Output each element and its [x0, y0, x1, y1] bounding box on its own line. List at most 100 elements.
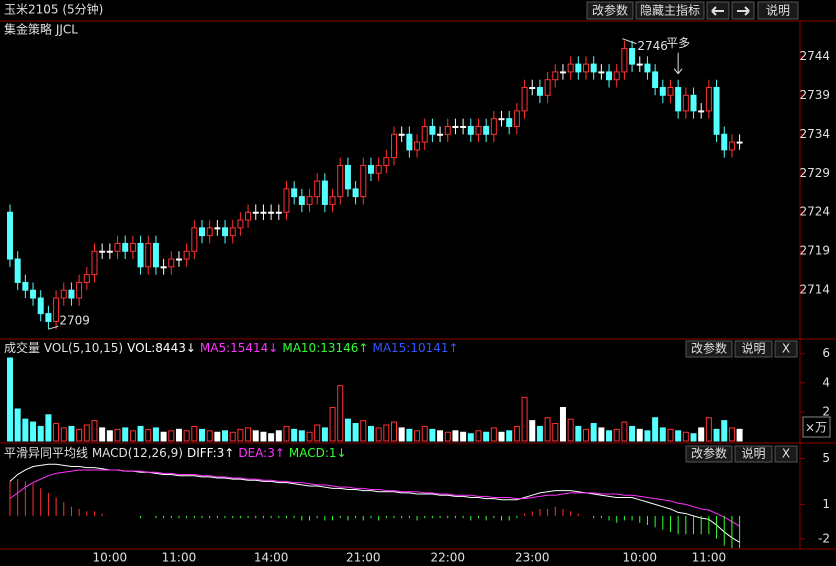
button-label[interactable]: 说明	[741, 341, 765, 356]
candle-body	[483, 125, 490, 135]
volume-bar	[191, 425, 198, 442]
candle-body	[22, 281, 29, 291]
candle-body	[705, 86, 712, 112]
button[interactable]: 说明	[757, 1, 799, 20]
volume-bar	[444, 431, 451, 442]
volume-bar	[222, 430, 229, 442]
volume-bar	[590, 423, 597, 442]
candle-body	[544, 79, 551, 96]
volume-bar	[583, 428, 589, 442]
volume-bar	[206, 430, 213, 442]
candle-body	[314, 180, 321, 198]
volume-bar	[513, 425, 520, 442]
button-label[interactable]: 改参数	[592, 3, 628, 18]
button[interactable]: X	[774, 340, 798, 358]
volume-bar	[698, 427, 705, 442]
candle-body	[728, 141, 735, 151]
volume-bar	[99, 427, 106, 442]
candle-body	[398, 133, 405, 136]
button-label[interactable]: X	[782, 342, 790, 356]
volume-bar	[452, 430, 459, 442]
indicator-title: 集金策略 JJCL	[4, 22, 78, 37]
volume-bar	[306, 431, 313, 442]
volume-bar	[460, 431, 467, 442]
candle-body	[437, 133, 444, 136]
button-label[interactable]: 改参数	[691, 446, 727, 461]
volume-bar	[37, 425, 44, 442]
button[interactable]: 改参数	[586, 1, 634, 20]
candle-body	[344, 164, 351, 190]
legend-entry: DIFF:3↑	[187, 446, 234, 460]
volume-bar	[160, 431, 167, 442]
button-label[interactable]: 说明	[741, 446, 765, 461]
candle-body	[306, 196, 313, 205]
candle-body	[367, 164, 374, 174]
volume-bar	[168, 430, 175, 442]
button-label[interactable]: 改参数	[691, 341, 727, 356]
legend: 平滑异同平均线 MACD(12,26,9) DIFF:3↑ DEA:3↑ MACD:1…	[4, 446, 347, 460]
button-label[interactable]: 隐藏主指标	[640, 3, 700, 18]
candle-body	[652, 71, 659, 88]
candle-body	[613, 71, 620, 81]
volume-bar	[83, 424, 90, 442]
candle-body	[145, 242, 152, 268]
y-tick-label: 2744	[799, 49, 830, 63]
volume-bar	[268, 433, 275, 442]
button-box[interactable]	[685, 340, 733, 358]
y-tick-label: 6	[822, 346, 830, 360]
volume-bar	[406, 428, 413, 442]
volume-bar	[414, 430, 421, 442]
candle-body	[152, 242, 159, 268]
volume-bar	[598, 427, 605, 442]
volume-bar	[621, 421, 628, 442]
candle-body	[452, 125, 459, 128]
button-box[interactable]	[774, 445, 798, 463]
volume-bar	[391, 421, 397, 442]
button-box[interactable]	[685, 445, 733, 463]
legend-entry: MA15:10141↑	[372, 341, 458, 355]
button[interactable]: X	[774, 445, 798, 463]
button[interactable]: 改参数	[685, 340, 733, 358]
candle-body	[644, 63, 651, 73]
volume-bar	[736, 428, 743, 442]
x-tick-label: 10:00	[93, 551, 128, 565]
button[interactable]: 改参数	[685, 445, 733, 463]
volume-bar	[367, 425, 374, 442]
candle-body	[506, 118, 513, 127]
volume-bar	[175, 428, 182, 442]
volume-bar	[429, 428, 436, 442]
high-pointer	[622, 38, 637, 45]
volume-bar	[129, 430, 136, 442]
candle-body	[682, 94, 689, 112]
volume-bar	[22, 418, 29, 442]
candle-body	[222, 227, 229, 237]
signal-arrow	[673, 52, 683, 75]
button[interactable]: 隐藏主指标	[635, 1, 705, 20]
button[interactable]: 说明	[734, 340, 773, 358]
button-label[interactable]: 说明	[766, 3, 790, 18]
volume-bar	[575, 425, 582, 442]
button-box[interactable]	[774, 340, 798, 358]
volume-bar	[544, 417, 551, 442]
unit-label: ×万	[805, 421, 827, 435]
button-box[interactable]	[734, 340, 773, 358]
y-tick-label: -2	[818, 531, 830, 545]
button-label[interactable]: X	[782, 447, 790, 461]
next-button[interactable]	[731, 1, 755, 20]
candle-body	[659, 86, 666, 96]
volume-bar	[76, 428, 83, 442]
button-box[interactable]	[734, 445, 773, 463]
candle-body	[30, 289, 37, 299]
candle-body	[7, 211, 13, 260]
volume-bar	[498, 431, 505, 442]
button[interactable]: 说明	[734, 445, 773, 463]
volume-bar	[521, 396, 528, 442]
y-tick-label: 1	[822, 497, 830, 511]
volume-bar	[229, 431, 236, 442]
candle-body	[713, 86, 720, 135]
x-tick-label: 23:00	[515, 551, 550, 565]
candle-body	[421, 125, 428, 143]
candle-body	[268, 211, 275, 214]
prev-button[interactable]	[706, 1, 730, 20]
